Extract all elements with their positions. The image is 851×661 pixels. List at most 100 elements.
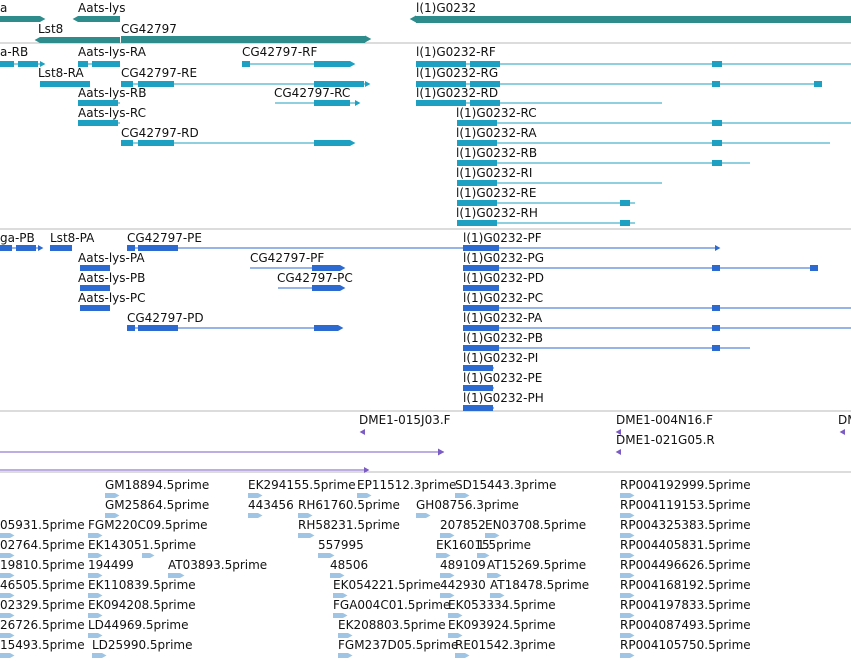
- est-bar-rh58231-5prime[interactable]: [298, 533, 310, 538]
- feature-label-transcripts-l-1-g0232-rb[interactable]: l(1)G0232-RB: [456, 146, 538, 160]
- cds-exon-l-1-g0232-pa-1[interactable]: [712, 325, 720, 331]
- transcript-exon-aats-lys-rc-0[interactable]: [78, 120, 118, 126]
- feature-label-est-en03708-5prime[interactable]: EN03708.5prime: [485, 518, 587, 532]
- est-arrow-1-5prime[interactable]: [150, 553, 155, 558]
- feature-label-clone-ends-dme1-004n16-f[interactable]: DME1-004N16.F: [616, 413, 714, 427]
- cds-arrow-l-1-g0232-pe[interactable]: [463, 385, 469, 391]
- transcript-arrow-cg42797-rd[interactable]: [350, 140, 356, 146]
- est-bar-rh61760-5prime[interactable]: [298, 513, 308, 518]
- feature-label-est-442930[interactable]: 442930: [440, 578, 486, 592]
- est-arrow-557995[interactable]: [330, 553, 335, 558]
- est-bar-ek053334-5prime[interactable]: [448, 613, 458, 618]
- est-bar-ld44969-5prime[interactable]: [88, 633, 98, 638]
- est-bar-rp004325383-5prime[interactable]: [620, 533, 630, 538]
- feature-label-est-sd15443-3prime[interactable]: SD15443.3prime: [455, 478, 557, 492]
- transcript-exon-l-1-g0232-rf-1[interactable]: [470, 61, 500, 67]
- transcript-exon-l-1-g0232-re-1[interactable]: [620, 200, 630, 206]
- feature-label-coding-l-1-g0232-pg[interactable]: l(1)G0232-PG: [463, 251, 545, 265]
- feature-label-est-ek294155-5prime[interactable]: EK294155.5prime: [248, 478, 356, 492]
- cds-exon-l-1-g0232-pa-0[interactable]: [463, 325, 499, 331]
- transcript-exon-l-1-g0232-ra-1[interactable]: [712, 140, 722, 146]
- feature-label-transcripts-aats-lys-ra[interactable]: Aats-lys-RA: [78, 45, 146, 59]
- feature-label-est-rh58231-5prime[interactable]: RH58231.5prime: [298, 518, 400, 532]
- est-arrow-ld44969-5prime[interactable]: [98, 633, 103, 638]
- transcript-exon-l-1-g0232-rb-1[interactable]: [712, 160, 722, 166]
- transcript-exon-l-1-g0232-rc-1[interactable]: [712, 120, 722, 126]
- est-arrow-48506[interactable]: [340, 573, 345, 578]
- est-bar-fgm220c09-5prime[interactable]: [88, 533, 98, 538]
- feature-label-est-443456[interactable]: 443456: [248, 498, 294, 512]
- est-arrow-442930[interactable]: [450, 593, 455, 598]
- cds-exon-l-1-g0232-pg-1[interactable]: [712, 265, 720, 271]
- clone-end-marker-dm[interactable]: [839, 429, 845, 435]
- cds-arrow-cg42797-pd[interactable]: [338, 325, 344, 331]
- feature-label-est-ek094208-5prime[interactable]: EK094208.5prime: [88, 598, 196, 612]
- transcript-exon-a-rb-0[interactable]: [0, 61, 14, 67]
- transcript-exon-l-1-g0232-rd-0[interactable]: [416, 100, 466, 106]
- cds-arrow-l-1-g0232-pa[interactable]: [463, 325, 469, 331]
- transcript-arrow-l-1-g0232-ra[interactable]: [457, 140, 463, 146]
- transcript-arrow-a-rb[interactable]: [40, 61, 46, 67]
- cds-exon-l-1-g0232-ph-0[interactable]: [463, 405, 493, 411]
- clone-end-marker-015j03[interactable]: [359, 429, 365, 435]
- feature-label-est-fgm220c09-5prime[interactable]: FGM220C09.5prime: [88, 518, 208, 532]
- est-bar-ek294155-5prime[interactable]: [248, 493, 258, 498]
- feature-label-transcripts-l-1-g0232-ri[interactable]: l(1)G0232-RI: [456, 166, 533, 180]
- feature-label-coding-cg42797-pc[interactable]: CG42797-PC: [277, 271, 353, 285]
- feature-label-est-rp004105750-5prime[interactable]: RP004105750.5prime: [620, 638, 751, 652]
- feature-label-coding-l-1-g0232-pi[interactable]: l(1)G0232-PI: [463, 351, 539, 365]
- cds-arrow-cg42797-pf[interactable]: [340, 265, 346, 271]
- feature-label-est-02329-5prime[interactable]: 02329.5prime: [0, 598, 85, 612]
- cds-arrow-aats-lys-pc[interactable]: [80, 305, 86, 311]
- est-arrow-gm18894-5prime[interactable]: [115, 493, 120, 498]
- est-arrow-rp004325383-5prime[interactable]: [630, 533, 635, 538]
- cds-arrow-l-1-g0232-pc[interactable]: [463, 305, 469, 311]
- est-arrow-ek294155-5prime[interactable]: [258, 493, 263, 498]
- gene-bar-aats-lys[interactable]: [78, 16, 120, 22]
- transcript-exon-aats-lys-ra-1[interactable]: [92, 61, 120, 67]
- est-arrow-ek053334-5prime[interactable]: [458, 613, 463, 618]
- feature-label-est-15493-5prime[interactable]: 15493.5prime: [0, 638, 85, 652]
- gene-arrow-a[interactable]: [40, 16, 46, 22]
- est-arrow-rp004405831-5prime[interactable]: [630, 553, 635, 558]
- transcript-arrow-l-1-g0232-rb[interactable]: [457, 160, 463, 166]
- feature-label-est-fga004c01-5prime[interactable]: FGA004C01.5prime: [333, 598, 451, 612]
- est-bar-489109[interactable]: [440, 573, 450, 578]
- feature-label-transcripts-l-1-g0232-rc[interactable]: l(1)G0232-RC: [456, 106, 537, 120]
- transcript-exon-cg42797-rd-1[interactable]: [138, 140, 174, 146]
- est-arrow-207852[interactable]: [450, 533, 455, 538]
- est-arrow-re01542-3prime[interactable]: [465, 653, 470, 658]
- feature-label-transcripts-lst8-ra[interactable]: Lst8-RA: [38, 66, 84, 80]
- feature-label-est-557995[interactable]: 557995: [318, 538, 364, 552]
- est-arrow-rh58231-5prime[interactable]: [310, 533, 315, 538]
- cds-exon-cg42797-pf-0[interactable]: [312, 265, 340, 271]
- cds-exon-l-1-g0232-pe-0[interactable]: [463, 385, 493, 391]
- cds-exon-l-1-g0232-pf-0[interactable]: [463, 245, 499, 251]
- cds-exon-l-1-g0232-pb-0[interactable]: [463, 345, 499, 351]
- feature-label-transcripts-l-1-g0232-rg[interactable]: l(1)G0232-RG: [416, 66, 499, 80]
- feature-label-genes-a[interactable]: a: [0, 1, 8, 15]
- est-arrow-at03893-5prime[interactable]: [180, 573, 185, 578]
- transcript-exon-cg42797-re-2[interactable]: [314, 81, 364, 87]
- cds-arrow-l-1-g0232-pd[interactable]: [463, 285, 469, 291]
- est-bar-443456[interactable]: [248, 513, 258, 518]
- feature-label-genes-cg42797[interactable]: CG42797: [121, 22, 177, 36]
- est-bar-re01542-3prime[interactable]: [455, 653, 465, 658]
- feature-label-est-26726-5prime[interactable]: 26726.5prime: [0, 618, 85, 632]
- est-bar-ld25990-5prime[interactable]: [92, 653, 102, 658]
- transcript-arrow-l-1-g0232-rf[interactable]: [416, 61, 422, 67]
- est-arrow-en03708-5prime[interactable]: [495, 533, 500, 538]
- feature-label-est-rh61760-5prime[interactable]: RH61760.5prime: [298, 498, 400, 512]
- est-bar-557995[interactable]: [318, 553, 330, 558]
- transcript-exon-l-1-g0232-rh-1[interactable]: [620, 220, 630, 226]
- cds-arrow-l-1-g0232-pg[interactable]: [463, 265, 469, 271]
- gene-bar-l1g0232[interactable]: [416, 16, 851, 23]
- est-arrow-rp004496626-5prime[interactable]: [630, 573, 635, 578]
- cds-exon-cg42797-pc-0[interactable]: [312, 285, 340, 291]
- est-bar-fgm237d05-5prime[interactable]: [338, 653, 348, 658]
- est-arrow-46505-5prime[interactable]: [10, 593, 15, 598]
- feature-label-coding-l-1-g0232-ph[interactable]: l(1)G0232-PH: [463, 391, 544, 405]
- est-arrow-rp004168192-5prime[interactable]: [630, 593, 635, 598]
- est-bar-rp004119153-5prime[interactable]: [620, 513, 630, 518]
